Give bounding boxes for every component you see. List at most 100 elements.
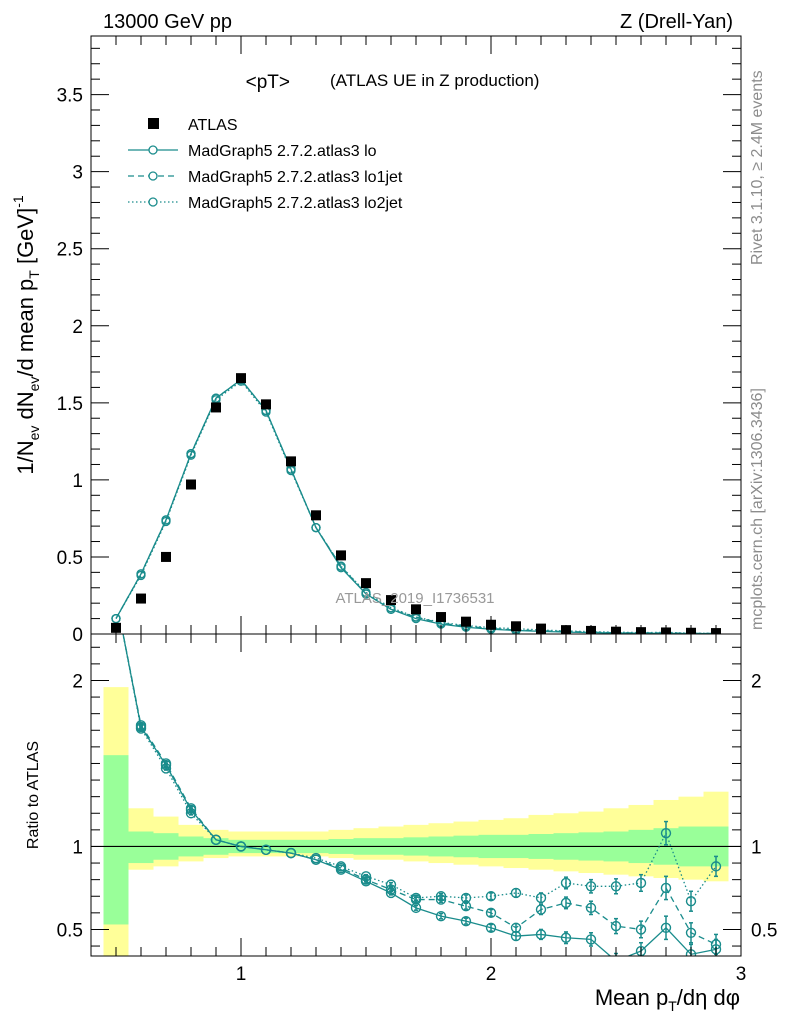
ratio-y-axis-title: Ratio to ATLAS [25, 741, 42, 849]
mc-point-ratio [585, 881, 597, 892]
mc-point-main [186, 450, 196, 460]
mc-point-main [161, 516, 171, 527]
atlas-point [236, 373, 246, 384]
legend-label: MadGraph5 2.7.2.atlas3 lo2jet [188, 195, 403, 212]
mc-point-ratio [485, 891, 497, 902]
mc-point-ratio [112, 593, 121, 602]
legend-item: MadGraph5 2.7.2.atlas3 lo [128, 143, 377, 160]
mc-point-ratio [660, 922, 672, 933]
mc-point-ratio [460, 892, 472, 904]
main-y-tick-label: 3.5 [57, 86, 83, 107]
mc-point-ratio [460, 915, 472, 927]
atlas-point [161, 551, 171, 562]
main-y-tick-label: 1 [72, 471, 83, 492]
mc-point-ratio [410, 892, 422, 904]
mc-point-ratio [185, 808, 197, 819]
ratio-error-bar [389, 881, 393, 888]
legend-marker [148, 145, 158, 155]
mc-point-ratio [135, 723, 147, 734]
mc-point-ratio [635, 877, 647, 889]
ratio-error-bar [414, 894, 418, 901]
mc-series-ratio [112, 593, 722, 912]
legend-label: MadGraph5 2.7.2.atlas3 lo [188, 143, 377, 160]
plot-title: <pT> [246, 72, 290, 93]
mc-point-main [286, 465, 296, 476]
mc-point-ratio [435, 910, 447, 922]
atlas-point [286, 456, 296, 467]
ratio-error-bar [439, 912, 443, 920]
mc-point-ratio [112, 593, 121, 602]
ratio-error-bar [139, 726, 143, 732]
mc-series-ratio [112, 593, 722, 956]
mc-point-ratio [660, 827, 672, 839]
mc-point-ratio [485, 907, 497, 919]
main-panel: <pT> (ATLAS UE in Z production) ATLAS_20… [10, 35, 742, 646]
mc-point-ratio [235, 841, 247, 852]
mc-point-ratio [160, 763, 172, 774]
legend-marker [148, 197, 158, 207]
mc-point-main [311, 523, 321, 533]
legend-item: ATLAS [148, 117, 238, 134]
atlas-point [136, 593, 146, 604]
mc-line-ratio [122, 634, 717, 903]
mc-point-ratio [335, 861, 347, 872]
rivet-label: Rivet 3.1.10, ≥ 2.4M events [749, 70, 766, 265]
atlas-point [361, 578, 371, 589]
ratio-plot-area [91, 593, 741, 956]
header-left: 13000 GeV pp [103, 11, 232, 33]
ratio-error-bar [489, 908, 493, 917]
analysis-watermark: ATLAS_2019_I1736531 [335, 590, 494, 607]
mcplots-label: mcplots.cern.ch [arXiv:1306.3436] [749, 388, 766, 630]
x-axis-title: Mean pT/dη dφ [595, 985, 740, 1014]
ratio-error-bar [464, 894, 468, 902]
ratio-error-bar [664, 915, 668, 941]
ratio-error-bar [664, 820, 668, 846]
mc-point-ratio [585, 934, 597, 945]
mc-point-ratio [585, 902, 597, 914]
legend-marker [148, 171, 158, 181]
ratio-error-bar [164, 766, 168, 771]
ratio-error-bar [189, 810, 193, 816]
ratio-error-bar [664, 875, 668, 901]
main-y-axis: 0 0.5 1 1.5 2 2.5 3 3.5 [57, 36, 741, 646]
legend: ATLAS MadGraph5 2.7.2.atlas3 lo MadGraph5 … [128, 117, 403, 212]
ratio-y-tick-label-right: 2 [751, 671, 762, 692]
main-y-tick-label: 3 [72, 163, 83, 184]
mc-point-ratio [635, 924, 647, 935]
main-y-tick-label: 1.5 [57, 394, 83, 415]
x-tick-label: 2 [486, 964, 497, 985]
ratio-y-tick-label-right: 0.5 [751, 920, 777, 941]
legend-item: MadGraph5 2.7.2.atlas3 lo2jet [128, 195, 403, 212]
mc-point-ratio [660, 882, 672, 894]
mc-point-ratio [510, 922, 522, 933]
svg-text:Mean pT/dη dφ: Mean pT/dη dφ [595, 985, 740, 1014]
atlas-point [336, 550, 346, 561]
mc-point-ratio [610, 920, 622, 932]
ratio-error-bar [464, 902, 468, 910]
ratio-error-bar [689, 890, 693, 912]
mc-point-ratio [435, 891, 447, 902]
main-y-axis-title: 1/Nev dNev/d mean pT [GeV]-1 [10, 195, 42, 475]
mc-point-ratio [535, 892, 547, 904]
ratio-error-bar [639, 873, 643, 893]
mc-point-ratio [385, 879, 397, 890]
atlas-point [311, 510, 321, 521]
ratio-y-tick-label: 0.5 [57, 920, 83, 941]
atlas-point [186, 479, 196, 490]
mc-point-main [136, 570, 146, 581]
ratio-error-bar [689, 922, 693, 944]
x-tick-label: 1 [236, 964, 247, 985]
mc-point-ratio [410, 902, 422, 914]
ratio-error-bar [489, 923, 493, 932]
mc-point-ratio [710, 861, 722, 872]
mc-point-ratio [210, 834, 222, 846]
main-y-tick-label: 0.5 [57, 548, 83, 569]
legend-marker-atlas [148, 118, 159, 129]
header-right: Z (Drell-Yan) [620, 11, 733, 33]
mc-point-ratio [260, 844, 272, 855]
mc-point-ratio [685, 927, 697, 938]
mc-point-ratio [310, 852, 322, 864]
ratio-y-tick-label: 2 [72, 671, 83, 692]
ratio-error-bar [364, 873, 368, 879]
uncertainty-bands [103, 687, 729, 956]
